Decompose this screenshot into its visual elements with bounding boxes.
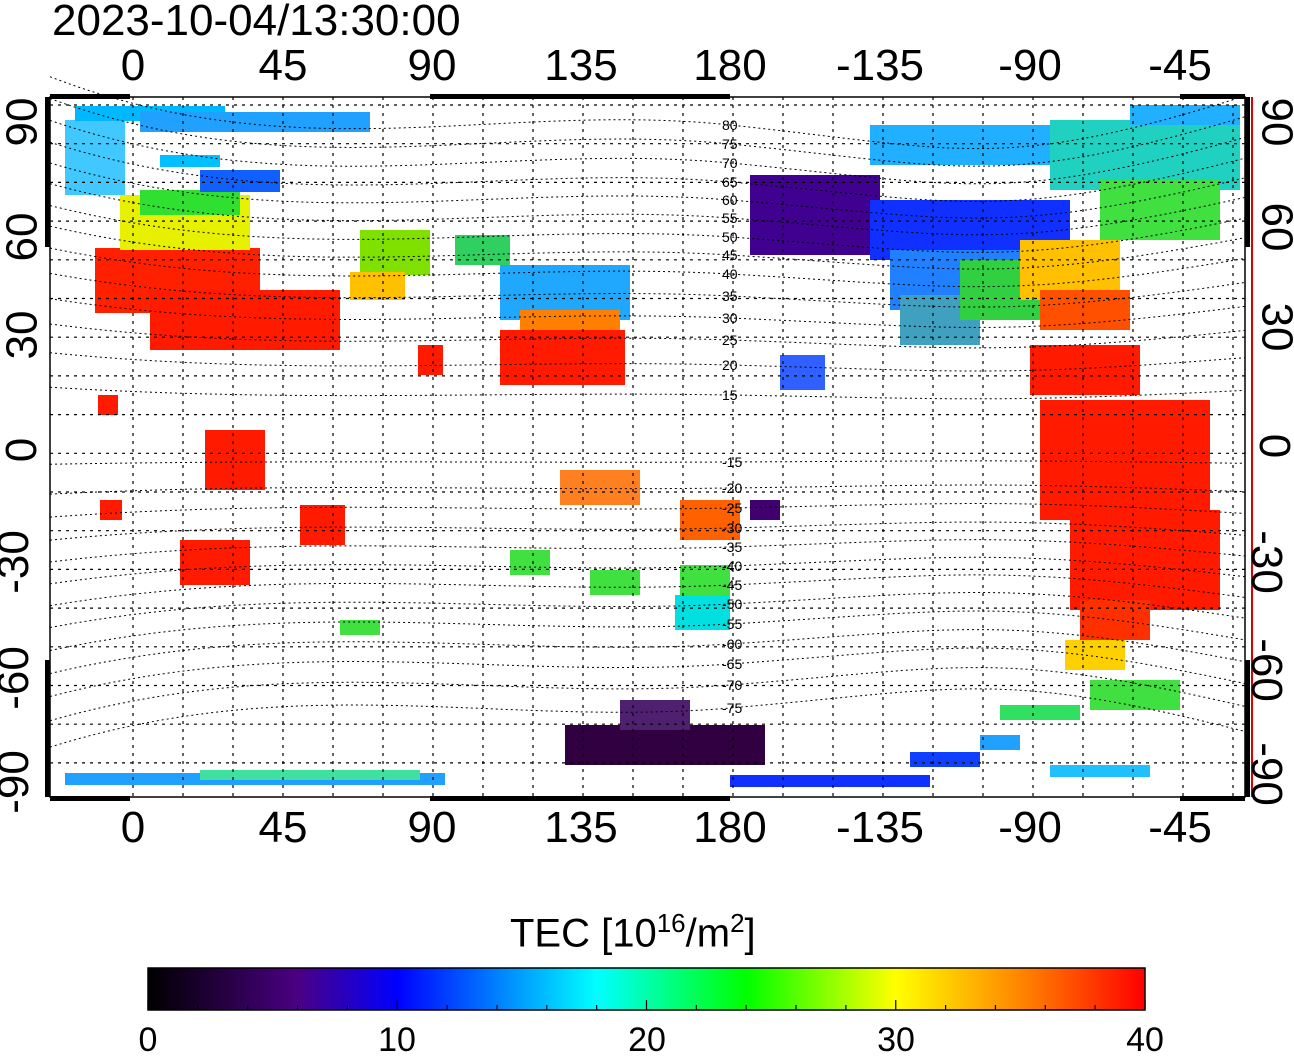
left-y-tick: 30 bbox=[0, 310, 47, 360]
mlat-contour bbox=[49, 225, 1246, 270]
mlat-contour bbox=[49, 119, 1246, 185]
colorbar-tick-label: 20 bbox=[628, 1021, 666, 1059]
right-y-tick: 30 bbox=[1252, 302, 1294, 352]
mlat-contour bbox=[49, 298, 1246, 328]
magnetic-latitude-labels: 80 75 70 65 60 55 50 45 40 35 30 25 20 15 -15 -20 -25 -30… bbox=[722, 117, 742, 716]
left-y-tick: 60 bbox=[0, 212, 47, 262]
mlat-label: 20 bbox=[722, 357, 738, 373]
left-y-tick: -90 bbox=[0, 750, 38, 814]
top-x-tick: 90 bbox=[407, 41, 457, 90]
top-x-tick: -90 bbox=[998, 41, 1062, 90]
mlat-contour bbox=[49, 667, 1246, 722]
mlat-contour bbox=[49, 574, 1246, 607]
bottom-x-tick: 90 bbox=[407, 803, 457, 852]
mlat-contour bbox=[49, 460, 1246, 465]
mlat-label: 70 bbox=[722, 155, 738, 171]
right-y-tick: 90 bbox=[1252, 97, 1294, 147]
right-y-tick: -30 bbox=[1241, 530, 1291, 594]
mlat-contour bbox=[49, 592, 1246, 629]
mlat-contour bbox=[49, 484, 1246, 495]
mlat-label: -75 bbox=[722, 700, 742, 716]
mlat-label: 40 bbox=[722, 266, 738, 282]
mlat-label: 50 bbox=[722, 229, 738, 245]
right-y-tick: 60 bbox=[1252, 202, 1294, 252]
mlat-contour bbox=[49, 503, 1246, 518]
mlat-label: -15 bbox=[722, 454, 742, 470]
mlat-label: -60 bbox=[722, 636, 742, 652]
mlat-contour bbox=[49, 76, 1246, 150]
mlat-label: -40 bbox=[722, 558, 742, 574]
top-x-tick: 45 bbox=[258, 41, 308, 90]
mlat-contour bbox=[49, 352, 1246, 372]
left-y-tick: -30 bbox=[0, 530, 38, 594]
top-x-tick: 135 bbox=[544, 41, 618, 90]
mlat-contour bbox=[49, 386, 1246, 400]
colorbar-tick-label: 30 bbox=[877, 1021, 915, 1059]
colorbar-ticks bbox=[147, 1000, 1146, 1010]
mlat-label: -70 bbox=[722, 677, 742, 693]
mlat-label: -50 bbox=[722, 596, 742, 612]
colorbar-tick-label: 10 bbox=[378, 1021, 416, 1059]
frame-bars bbox=[45, 94, 1253, 801]
mlat-contour bbox=[49, 629, 1246, 675]
top-x-tick: -135 bbox=[835, 41, 925, 90]
mlat-label: 65 bbox=[722, 174, 738, 190]
mlat-label: 35 bbox=[722, 288, 738, 304]
mlat-label: 55 bbox=[722, 210, 738, 226]
bottom-x-tick: 0 bbox=[120, 803, 146, 852]
mlat-label: -35 bbox=[722, 539, 742, 555]
mlat-label: 15 bbox=[722, 387, 738, 403]
left-y-tick: 0 bbox=[0, 437, 47, 463]
bottom-x-tick: 45 bbox=[258, 803, 308, 852]
mlat-contour bbox=[49, 521, 1246, 541]
mlat-label: -25 bbox=[722, 500, 742, 516]
mlat-contour bbox=[49, 610, 1246, 652]
tec-data-layer bbox=[65, 105, 1240, 787]
mlat-contour bbox=[49, 556, 1246, 585]
top-x-tick: -45 bbox=[1148, 41, 1212, 90]
mlat-contour bbox=[49, 539, 1246, 563]
bottom-x-tick: 135 bbox=[544, 803, 618, 852]
mlat-label: -45 bbox=[722, 577, 742, 593]
mlat-contour bbox=[49, 98, 1246, 167]
top-x-tick: 180 bbox=[693, 41, 767, 90]
right-y-tick: -90 bbox=[1241, 742, 1291, 806]
colorbar bbox=[147, 967, 1146, 1011]
mlat-label: 25 bbox=[722, 332, 738, 348]
mlat-label: -20 bbox=[722, 480, 742, 496]
bottom-x-tick: -45 bbox=[1148, 803, 1212, 852]
mlat-contour bbox=[49, 205, 1246, 253]
colorbar-title: TEC [1016/m2] bbox=[510, 908, 756, 956]
mlat-contour bbox=[49, 272, 1246, 308]
mlat-contour bbox=[49, 183, 1246, 236]
right-y-tick: -60 bbox=[1241, 638, 1291, 702]
mlat-label: 60 bbox=[722, 192, 738, 208]
mlat-label: 30 bbox=[722, 310, 738, 326]
bottom-x-tick: -90 bbox=[998, 803, 1062, 852]
mlat-label: 45 bbox=[722, 247, 738, 263]
mlat-contour bbox=[49, 141, 1246, 202]
mlat-label: -30 bbox=[722, 520, 742, 536]
mlat-label: 80 bbox=[722, 117, 738, 133]
mlat-label: -65 bbox=[722, 656, 742, 672]
mlat-label: 75 bbox=[722, 136, 738, 152]
mlat-contour bbox=[49, 323, 1246, 349]
timestamp-title: 2023-10-04/13:30:00 bbox=[52, 0, 461, 45]
mlat-contour bbox=[49, 688, 1246, 748]
left-y-tick: -60 bbox=[0, 646, 38, 710]
bottom-x-tick: 180 bbox=[693, 803, 767, 852]
top-x-tick: 0 bbox=[120, 41, 146, 90]
mlat-label: -55 bbox=[722, 616, 742, 632]
bottom-x-tick: -135 bbox=[835, 803, 925, 852]
colorbar-tick-label: 40 bbox=[1126, 1021, 1164, 1059]
mlat-contour bbox=[49, 247, 1246, 288]
right-y-tick: 0 bbox=[1250, 434, 1294, 458]
magnetic-latitude-contours bbox=[49, 76, 1246, 748]
left-y-tick: 90 bbox=[0, 97, 47, 147]
mlat-contour bbox=[49, 647, 1246, 698]
colorbar-tick-label: 0 bbox=[138, 1021, 158, 1059]
